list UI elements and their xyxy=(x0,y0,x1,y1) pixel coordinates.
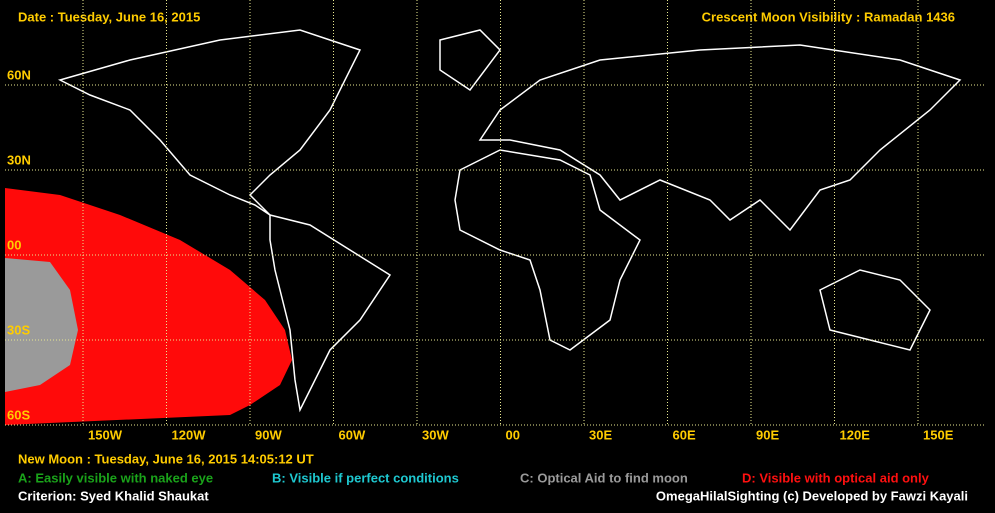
credit: OmegaHilalSighting (c) Developed by Fawz… xyxy=(656,488,968,503)
south-america xyxy=(269,214,392,413)
lon-label: 120W xyxy=(172,427,207,442)
lat-label: 60S xyxy=(7,407,30,422)
lat-label: 30N xyxy=(7,152,31,167)
lat-label: 00 xyxy=(7,237,21,252)
date: Date : Tuesday, June 16, 2015 xyxy=(18,9,200,24)
lon-label: 00 xyxy=(506,427,520,442)
legend-item: A: Easily visible with naked eye xyxy=(18,470,213,485)
visibility-zone-d xyxy=(5,188,292,425)
legend-item: D: Visible with optical aid only xyxy=(742,470,930,485)
lon-label: 120E xyxy=(840,427,871,442)
lat-label: 60N xyxy=(7,67,31,82)
lon-label: 30E xyxy=(589,427,612,442)
lat-label: 30S xyxy=(7,322,30,337)
australia xyxy=(819,269,931,351)
lon-label: 150W xyxy=(88,427,123,442)
visibility-zone-c xyxy=(5,258,78,392)
lon-label: 150E xyxy=(923,427,954,442)
legend-item: C: Optical Aid to find moon xyxy=(520,470,688,485)
title: Crescent Moon Visibility : Ramadan 1436 xyxy=(702,9,955,24)
greenland xyxy=(439,29,501,92)
legend-item: B: Visible if perfect conditions xyxy=(272,470,459,485)
eurasia xyxy=(478,44,962,232)
lon-label: 30W xyxy=(422,427,449,442)
lon-label: 60W xyxy=(339,427,366,442)
lon-label: 90W xyxy=(255,427,282,442)
lon-label: 60E xyxy=(673,427,696,442)
africa xyxy=(454,149,641,351)
lon-label: 90E xyxy=(756,427,779,442)
criterion: Criterion: Syed Khalid Shaukat xyxy=(18,488,209,503)
new-moon: New Moon : Tuesday, June 16, 2015 14:05:… xyxy=(18,451,314,466)
